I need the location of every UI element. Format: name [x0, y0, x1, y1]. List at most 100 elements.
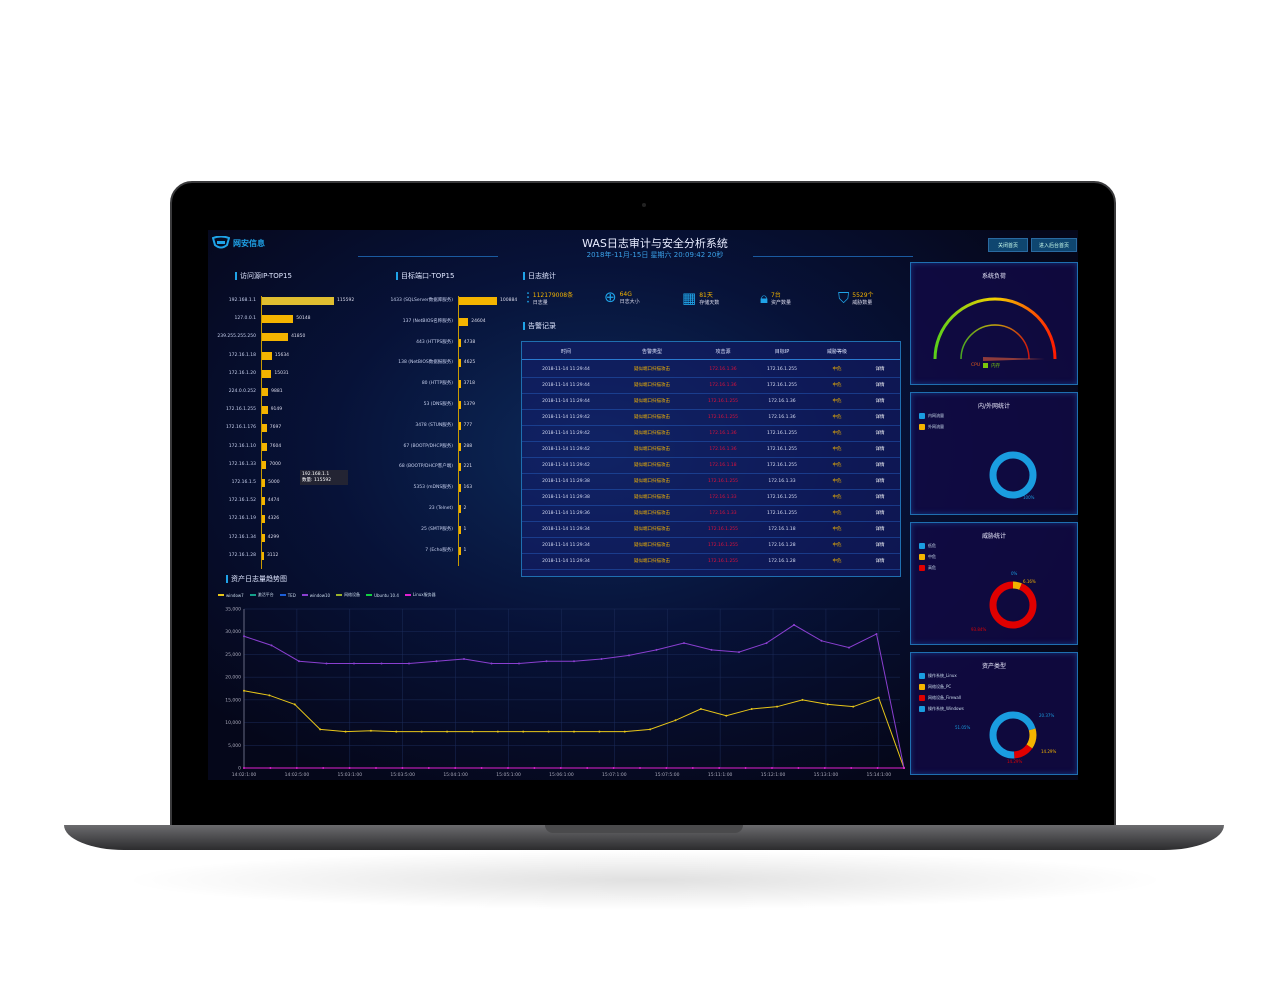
table-cell: 172.16.1.255 — [766, 382, 798, 388]
legend-item[interactable]: TED — [279, 592, 296, 598]
bar — [459, 505, 461, 513]
port-top-title: 目标端口-TOP15 — [396, 272, 454, 280]
table-cell: 172.16.1.33 — [768, 478, 796, 484]
trend-legend: window7 激活平台 TED window10 网络设备 Ubuntu 10.4 Lin… — [218, 592, 442, 598]
stat-item: ▦ 81天 存储天数 — [682, 290, 719, 306]
data-point — [826, 703, 829, 706]
stat-value: 7台 — [770, 292, 781, 299]
table-cell: 2018-11-14 11:29:44 — [542, 366, 590, 372]
legend-label: 网络设备 — [344, 592, 361, 597]
legend-label: 操作系统_Linux — [928, 673, 957, 678]
details-link[interactable]: 详情 — [875, 463, 885, 469]
legend-item[interactable]: 外网流量 — [919, 424, 944, 430]
table-cell: 中危 — [832, 495, 842, 501]
details-link[interactable]: 详情 — [875, 383, 885, 389]
y-tick-label: 25,000 — [225, 652, 241, 658]
table-cell: 2018-11-14 11:29:42 — [542, 414, 590, 420]
data-point — [875, 632, 878, 635]
y-tick-label: 35,000 — [225, 607, 241, 613]
legend-item[interactable]: 内网流量 — [919, 413, 944, 419]
log-stats-title: 日志统计 — [523, 272, 556, 280]
details-link[interactable]: 详情 — [875, 559, 885, 565]
data-point — [293, 703, 296, 706]
table-cell: 疑似端口扫描攻击 — [634, 399, 670, 405]
data-point — [420, 730, 423, 733]
donut-slice[interactable] — [989, 451, 1037, 499]
stat-text: 112179008条 日志量 — [533, 290, 573, 306]
table-row: 2018-11-14 11:29:38 疑似端口扫描攻击 172.16.1.33 17… — [522, 490, 900, 506]
admin-home-button[interactable]: 进入后台首页 — [1031, 238, 1077, 252]
details-link[interactable]: 详情 — [875, 527, 885, 533]
bar-value: 288 — [463, 443, 473, 449]
load-gauge — [933, 297, 1057, 361]
legend-item[interactable]: 操作系统_Linux — [919, 673, 957, 679]
data-point — [490, 662, 493, 665]
legend-label: Ubuntu 10.4 — [374, 592, 399, 598]
table-cell: 172.16.1.18 — [768, 526, 796, 532]
table-cell: 172.16.1.255 — [707, 478, 739, 484]
details-link[interactable]: 详情 — [875, 543, 885, 549]
legend-item[interactable]: 低危 — [919, 543, 936, 549]
data-point — [776, 705, 779, 708]
bar-value: 115592 — [337, 298, 355, 303]
data-point — [408, 662, 410, 665]
bar-value: 1 — [463, 547, 467, 553]
zoom-search-icon: ⊕ — [604, 288, 617, 306]
legend-item[interactable]: 网络设备_Firewall — [919, 695, 961, 701]
memory-arc — [960, 324, 1030, 360]
bar-label: 172.16.1.176 — [225, 425, 256, 431]
data-point — [401, 767, 404, 769]
legend-item[interactable]: 高危 — [919, 565, 936, 571]
details-link[interactable]: 详情 — [875, 431, 885, 437]
legend-item[interactable]: 网络设备_PC — [919, 684, 951, 690]
donut-label: 51.05% — [955, 725, 971, 730]
bar-label: 224.0.0.252 — [228, 389, 256, 394]
details-link[interactable]: 详情 — [875, 399, 885, 405]
series-line — [243, 624, 905, 769]
stat-value: 81天 — [699, 292, 713, 299]
data-point — [623, 730, 626, 733]
legend-item[interactable]: window7 — [218, 592, 244, 598]
details-link[interactable]: 详情 — [875, 479, 885, 485]
table-row: 2018-11-14 11:29:42 疑似端口扫描攻击 172.16.1.255 1… — [522, 410, 900, 426]
table-cell: 172.16.1.36 — [709, 446, 737, 452]
trend-chart-title: 资产日志量趋势图 — [226, 575, 287, 583]
details-link[interactable]: 详情 — [875, 495, 885, 501]
lock-icon: 🔒︎ — [760, 288, 768, 307]
legend-item[interactable]: 操作系统_Windows — [919, 706, 964, 712]
bar — [459, 525, 461, 534]
legend-item[interactable]: 网络设备 — [336, 592, 360, 598]
close-home-button[interactable]: 关闭首页 — [988, 238, 1028, 252]
bar-label: 3478 (STUN服务) — [415, 422, 453, 428]
data-point — [674, 719, 677, 722]
details-link[interactable]: 详情 — [875, 511, 885, 517]
table-header: 时间 告警类型 攻击源 目标IP 威胁等级 — [522, 344, 900, 360]
bar — [262, 442, 267, 451]
bar-label: 172.16.1.28 — [228, 552, 256, 558]
details-link[interactable]: 详情 — [875, 447, 885, 453]
donut-slice[interactable] — [989, 581, 1037, 629]
data-point — [718, 767, 721, 769]
donut-slice[interactable] — [989, 711, 1037, 759]
data-point — [369, 729, 372, 732]
data-point — [243, 767, 245, 769]
bar — [459, 401, 461, 409]
data-point — [744, 767, 747, 769]
details-link[interactable]: 详情 — [875, 367, 885, 373]
x-tick-label: 15:07:5:00 — [655, 772, 680, 778]
table-cell: 2018-11-14 11:29:38 — [542, 478, 590, 484]
legend-item[interactable]: window10 — [301, 592, 330, 598]
legend-item[interactable]: 激活平台 — [249, 592, 274, 598]
details-link[interactable]: 详情 — [875, 415, 885, 421]
x-tick-label: 15:13:1:00 — [814, 772, 839, 778]
table-row: 2018-11-14 11:29:38 疑似端口扫描攻击 172.16.1.255 1… — [522, 474, 900, 490]
legend-label: TED — [287, 592, 296, 598]
legend-item[interactable]: Ubuntu 10.4 — [366, 592, 399, 598]
legend-label: 操作系统_Windows — [928, 706, 964, 711]
donut-slice[interactable] — [989, 711, 1037, 759]
table-cell: 172.16.1.36 — [768, 398, 796, 404]
legend-item[interactable]: Linux服务器 — [404, 592, 436, 598]
table-cell: 中危 — [832, 543, 842, 549]
legend-item[interactable]: 中危 — [919, 554, 936, 560]
table-row: 2018-11-14 11:29:44 疑似端口扫描攻击 172.16.1.255 1… — [522, 394, 900, 410]
